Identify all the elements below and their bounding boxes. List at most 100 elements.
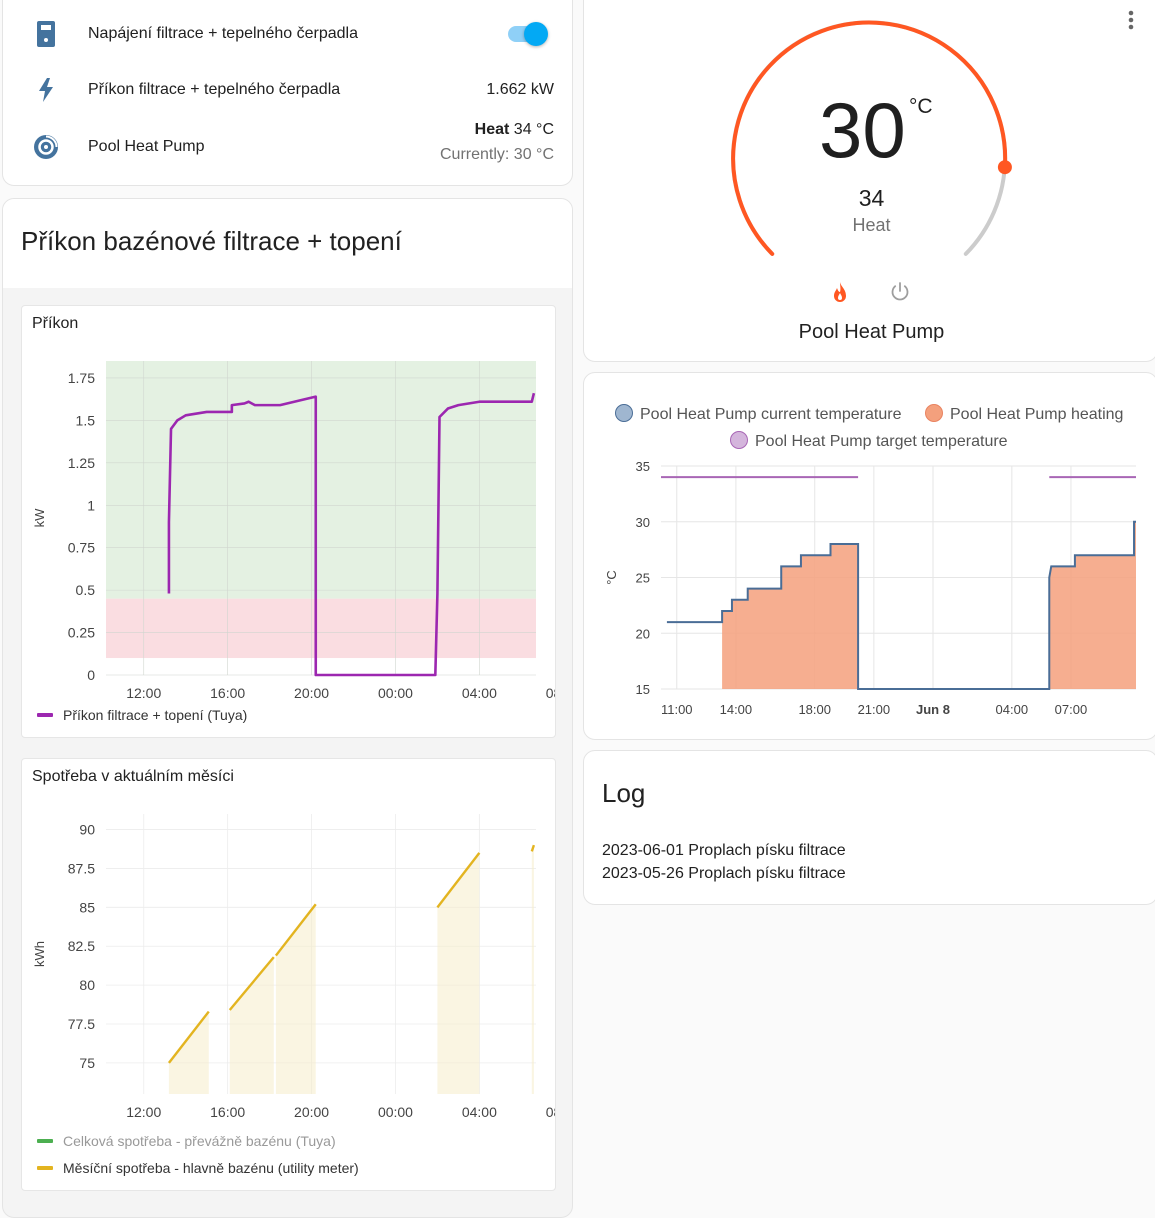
y-tick-label: 1.25: [68, 455, 95, 471]
target-temperature: 34 °C: [513, 121, 554, 138]
y-tick-label: 80: [79, 977, 95, 993]
history-card: Pool Heat Pump current temperature Pool H…: [583, 372, 1155, 740]
x-tick-label: 08:00: [546, 1104, 555, 1120]
series-area: [168, 1011, 209, 1094]
off-mode-button[interactable]: [889, 281, 911, 305]
legend-swatch: [37, 1166, 53, 1170]
log-title: Log: [602, 778, 646, 808]
power-toggle[interactable]: [524, 22, 548, 46]
legend-entry: Pool Heat Pump target temperature: [755, 433, 1008, 450]
temp-unit: °C: [909, 95, 933, 118]
gauge-active-arc: [731, 20, 1008, 256]
x-tick-label: 16:00: [210, 1104, 245, 1120]
entity-row-power-sensor[interactable]: Příkon filtrace + tepelného čerpadla 1.6…: [3, 62, 572, 118]
power-chart-card: Příkon 0 0.25 0.5 0.75 1 1.25 1.5 1.75 12:00 16:0…: [21, 305, 556, 738]
x-tick-label: 14:00: [720, 702, 753, 717]
series-area: [437, 852, 480, 1094]
switch-icon: [31, 19, 61, 49]
legend-entry: Měsíční spotřeba - hlavně bazénu (utilit…: [63, 1160, 359, 1176]
series-area: [275, 904, 316, 1094]
legend-entry: Pool Heat Pump current temperature: [640, 406, 902, 423]
power-section-title: Příkon bazénové filtrace + topení: [21, 226, 402, 256]
y-tick-label: 15: [636, 682, 650, 697]
x-tick-label: 12:00: [126, 1104, 161, 1120]
y-tick-label: 0.75: [68, 540, 95, 556]
y-tick-label: 1.5: [76, 412, 96, 428]
y-axis-label: kW: [32, 508, 47, 528]
entities-card: Napájení filtrace + tepelného čerpadla P…: [2, 0, 573, 186]
x-tick-label: 04:00: [996, 702, 1029, 717]
more-options-icon[interactable]: [1127, 9, 1135, 31]
heat-mode-button[interactable]: [829, 281, 851, 305]
x-tick-label: 20:00: [294, 685, 329, 701]
x-tick-label: 04:00: [462, 685, 497, 701]
entity-row-power-switch[interactable]: Napájení filtrace + tepelného čerpadla: [3, 6, 572, 62]
entity-name: Příkon filtrace + tepelného čerpadla: [88, 81, 341, 98]
heat-pump-icon: [31, 132, 61, 162]
legend-swatch: [925, 404, 943, 422]
y-tick-label: 25: [636, 571, 650, 586]
y-tick-label: 20: [636, 626, 650, 641]
legend-entry: Pool Heat Pump heating: [950, 406, 1123, 423]
fire-icon: [834, 282, 846, 302]
legend-swatch: [730, 431, 748, 449]
y-tick-label: 30: [636, 515, 650, 530]
y-tick-label: 0.5: [76, 582, 96, 598]
x-tick-label: 20:00: [294, 1104, 329, 1120]
legend-swatch: [615, 404, 633, 422]
entity-name: Pool Heat Pump: [88, 138, 205, 155]
power-section-card: Příkon bazénové filtrace + topení Příkon…: [2, 198, 573, 1218]
series-line: [436, 852, 481, 909]
y-tick-label: 82.5: [68, 938, 95, 954]
consumption-chart-card: Spotřeba v aktuálním měsíci 75 77.5 80 82.5…: [21, 758, 556, 1191]
x-tick-label: Jun 8: [916, 702, 950, 717]
hvac-mode: Heat: [474, 121, 510, 138]
thermostat-gauge[interactable]: [584, 0, 1155, 287]
x-tick-label: 16:00: [210, 685, 245, 701]
x-tick-label: 07:00: [1055, 702, 1088, 717]
series-line: [274, 903, 317, 957]
power-icon: [891, 282, 909, 301]
y-axis-label: °C: [604, 570, 619, 585]
y-axis-label: kWh: [32, 941, 47, 967]
y-tick-label: 35: [636, 459, 650, 474]
consumption-chart: 75 77.5 80 82.5 85 87.5 90 12:00 16:00 20:00 00:00…: [32, 814, 555, 1176]
y-tick-label: 87.5: [68, 860, 95, 876]
y-tick-label: 85: [79, 899, 95, 915]
legend-entry: Příkon filtrace + topení (Tuya): [63, 707, 247, 723]
mode-label: Heat: [852, 215, 891, 235]
power-chart: 0 0.25 0.5 0.75 1 1.25 1.5 1.75 12:00 16:00 20:00 0…: [32, 361, 555, 723]
legend-swatch: [37, 1139, 53, 1143]
current-temperature-line: [666, 520, 1136, 690]
y-tick-label: 0: [87, 667, 95, 683]
y-tick-label: 0.25: [68, 625, 95, 641]
thermostat-name: Pool Heat Pump: [798, 321, 945, 343]
x-tick-label: 12:00: [126, 685, 161, 701]
series-area: [531, 845, 534, 1094]
history-chart: Pool Heat Pump current temperature Pool H…: [604, 404, 1136, 717]
y-tick-label: 77.5: [68, 1016, 95, 1032]
x-tick-label: 00:00: [378, 1104, 413, 1120]
entity-row-heat-pump[interactable]: Pool Heat Pump Heat 34 °C Currently: 30 …: [3, 118, 572, 176]
power-section-header: [3, 199, 572, 288]
y-tick-label: 75: [79, 1055, 95, 1071]
series-line: [228, 956, 275, 1011]
entity-name: Napájení filtrace + tepelného čerpadla: [88, 25, 358, 42]
log-card: Log 2023-06-01 Proplach písku filtrace 2…: [583, 750, 1155, 905]
legend-swatch: [37, 713, 53, 717]
heating-area: [722, 544, 859, 689]
y-tick-label: 90: [79, 822, 95, 838]
x-tick-label: 00:00: [378, 685, 413, 701]
target-temp: 34: [858, 185, 885, 211]
log-entry: 2023-05-26 Proplach písku filtrace: [602, 865, 846, 882]
x-tick-label: 08:00: [546, 685, 555, 701]
y-tick-label: 1.75: [68, 370, 95, 386]
heating-area: [1049, 521, 1136, 689]
thermostat-card: 30 °C 34 Heat Pool Heat Pump: [583, 0, 1155, 362]
current-temp: 30: [819, 86, 906, 174]
threshold-band: [106, 598, 536, 659]
x-tick-label: 11:00: [661, 702, 693, 717]
x-tick-label: 04:00: [462, 1104, 497, 1120]
threshold-band: [106, 361, 536, 599]
current-temperature-label: Currently: 30 °C: [440, 146, 554, 163]
